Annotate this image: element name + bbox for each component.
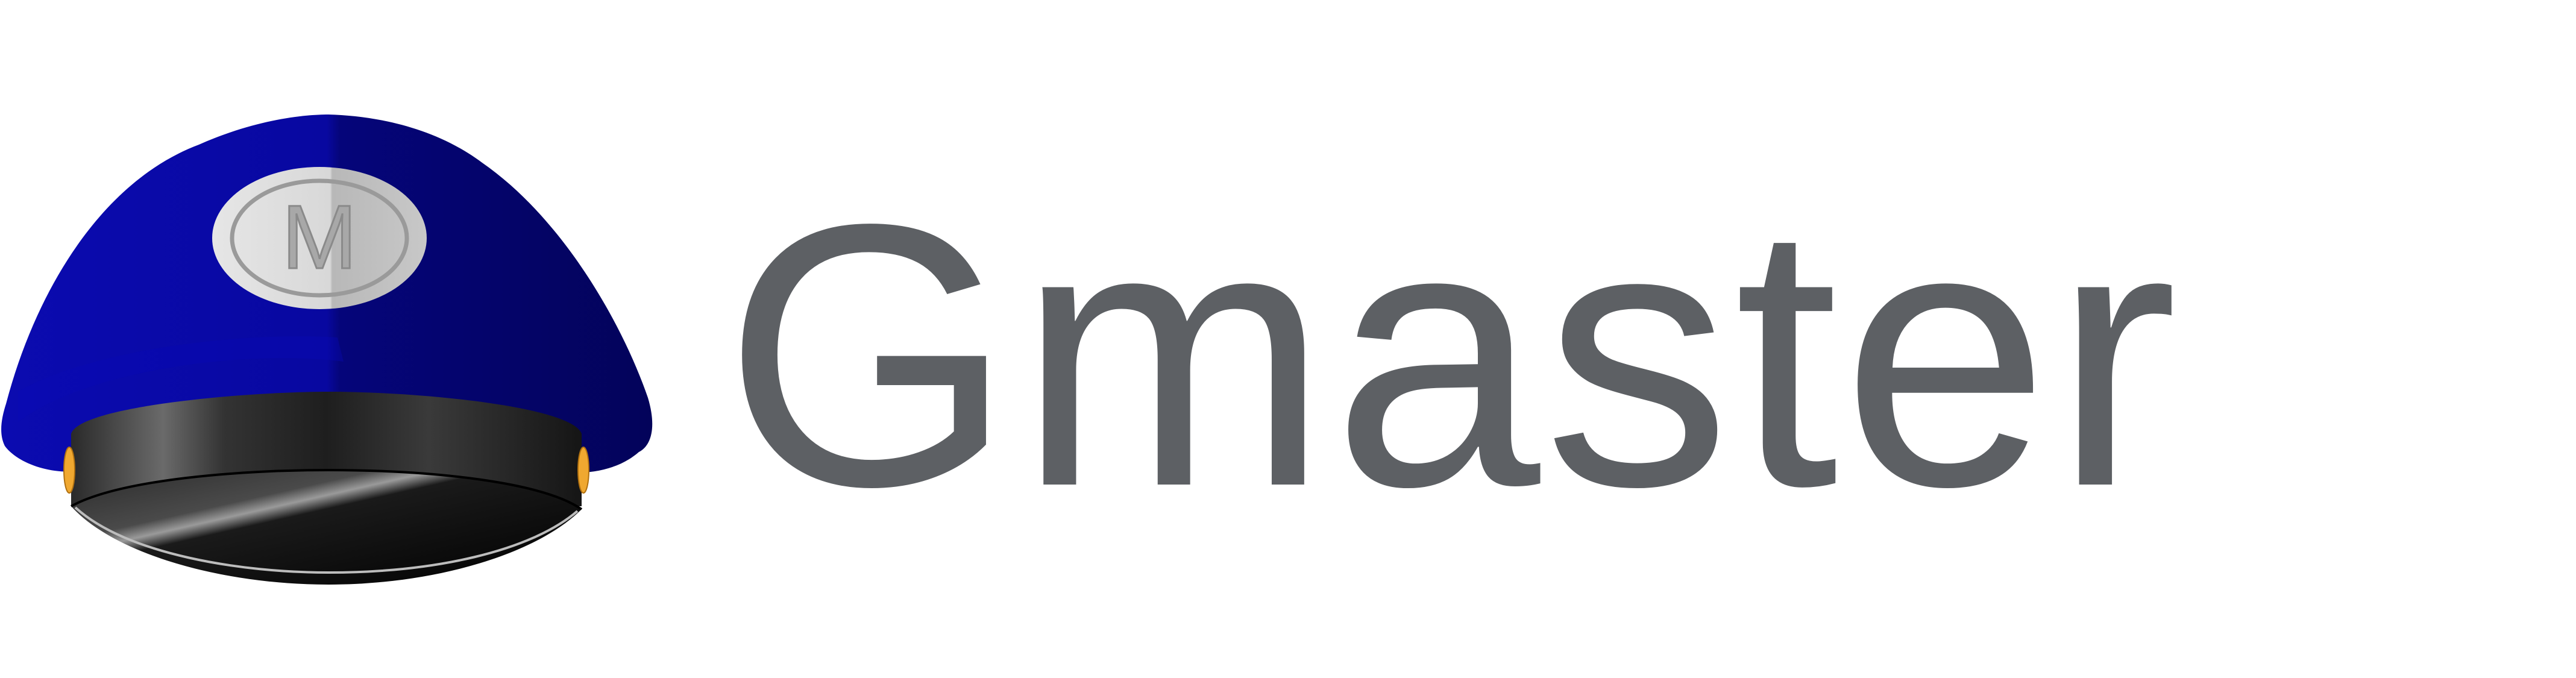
hat-visor	[71, 468, 583, 585]
captain-hat-icon: M	[1, 115, 653, 585]
badge-letter: M	[282, 186, 357, 287]
hat-right-button	[577, 447, 589, 494]
hat-left-button	[63, 447, 75, 494]
brand-wordmark: Gmaster	[723, 147, 2182, 564]
hat-badge: M	[212, 167, 427, 309]
